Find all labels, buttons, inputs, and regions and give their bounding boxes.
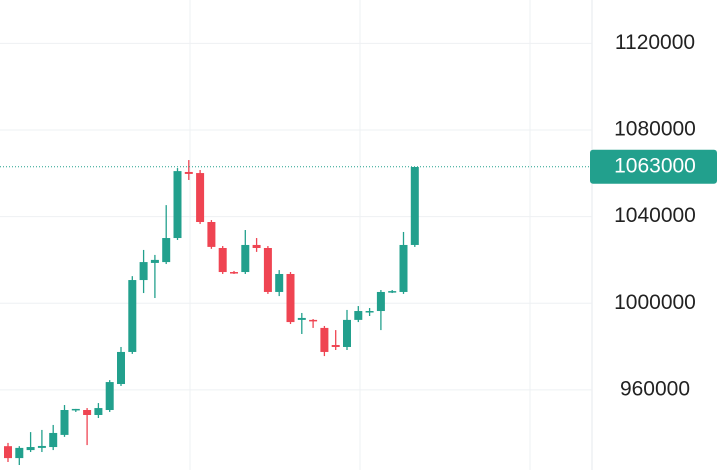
candle-body — [196, 173, 205, 223]
y-tick-label: 1000000 — [614, 291, 696, 314]
y-tick-label: 1080000 — [614, 118, 696, 141]
candle-body — [263, 247, 272, 292]
last-price-label: 1063000 — [614, 154, 696, 177]
candle-body — [376, 291, 385, 312]
candle-body — [128, 280, 137, 352]
candle-body — [241, 244, 250, 273]
candle-body — [343, 319, 351, 347]
candle-body — [15, 447, 24, 459]
candle-body — [331, 345, 340, 347]
candle-body — [105, 382, 114, 411]
candle-body — [286, 273, 295, 323]
candle-body — [60, 410, 69, 435]
candle-body — [184, 171, 193, 174]
candle-body — [37, 445, 46, 448]
y-tick-label: 1040000 — [614, 204, 696, 227]
candle-body — [207, 222, 216, 247]
candle-body — [309, 319, 318, 322]
candle-body — [354, 311, 363, 320]
candle-body — [49, 432, 58, 448]
candle-body — [230, 272, 238, 274]
candle-body — [26, 447, 35, 451]
y-tick-label: 1120000 — [615, 31, 695, 54]
candle-body — [139, 262, 148, 281]
candle-body — [83, 410, 92, 415]
candle-body — [150, 259, 159, 263]
candle-body — [410, 166, 419, 245]
candle-body — [4, 446, 12, 459]
candle-body — [173, 171, 182, 239]
candle-body — [297, 317, 306, 320]
candle-body — [365, 311, 374, 313]
candle-body — [218, 247, 227, 273]
y-tick-label: 960000 — [620, 377, 690, 400]
candle-body — [399, 244, 408, 292]
candle-body — [275, 273, 284, 292]
last-price-tag — [590, 149, 717, 184]
candle-body — [71, 408, 80, 411]
candle-body — [162, 238, 171, 263]
candle-body — [252, 244, 261, 248]
candle-body — [94, 408, 103, 415]
candle-body — [388, 291, 397, 293]
candle-body — [117, 351, 125, 385]
candle-body — [320, 327, 329, 352]
